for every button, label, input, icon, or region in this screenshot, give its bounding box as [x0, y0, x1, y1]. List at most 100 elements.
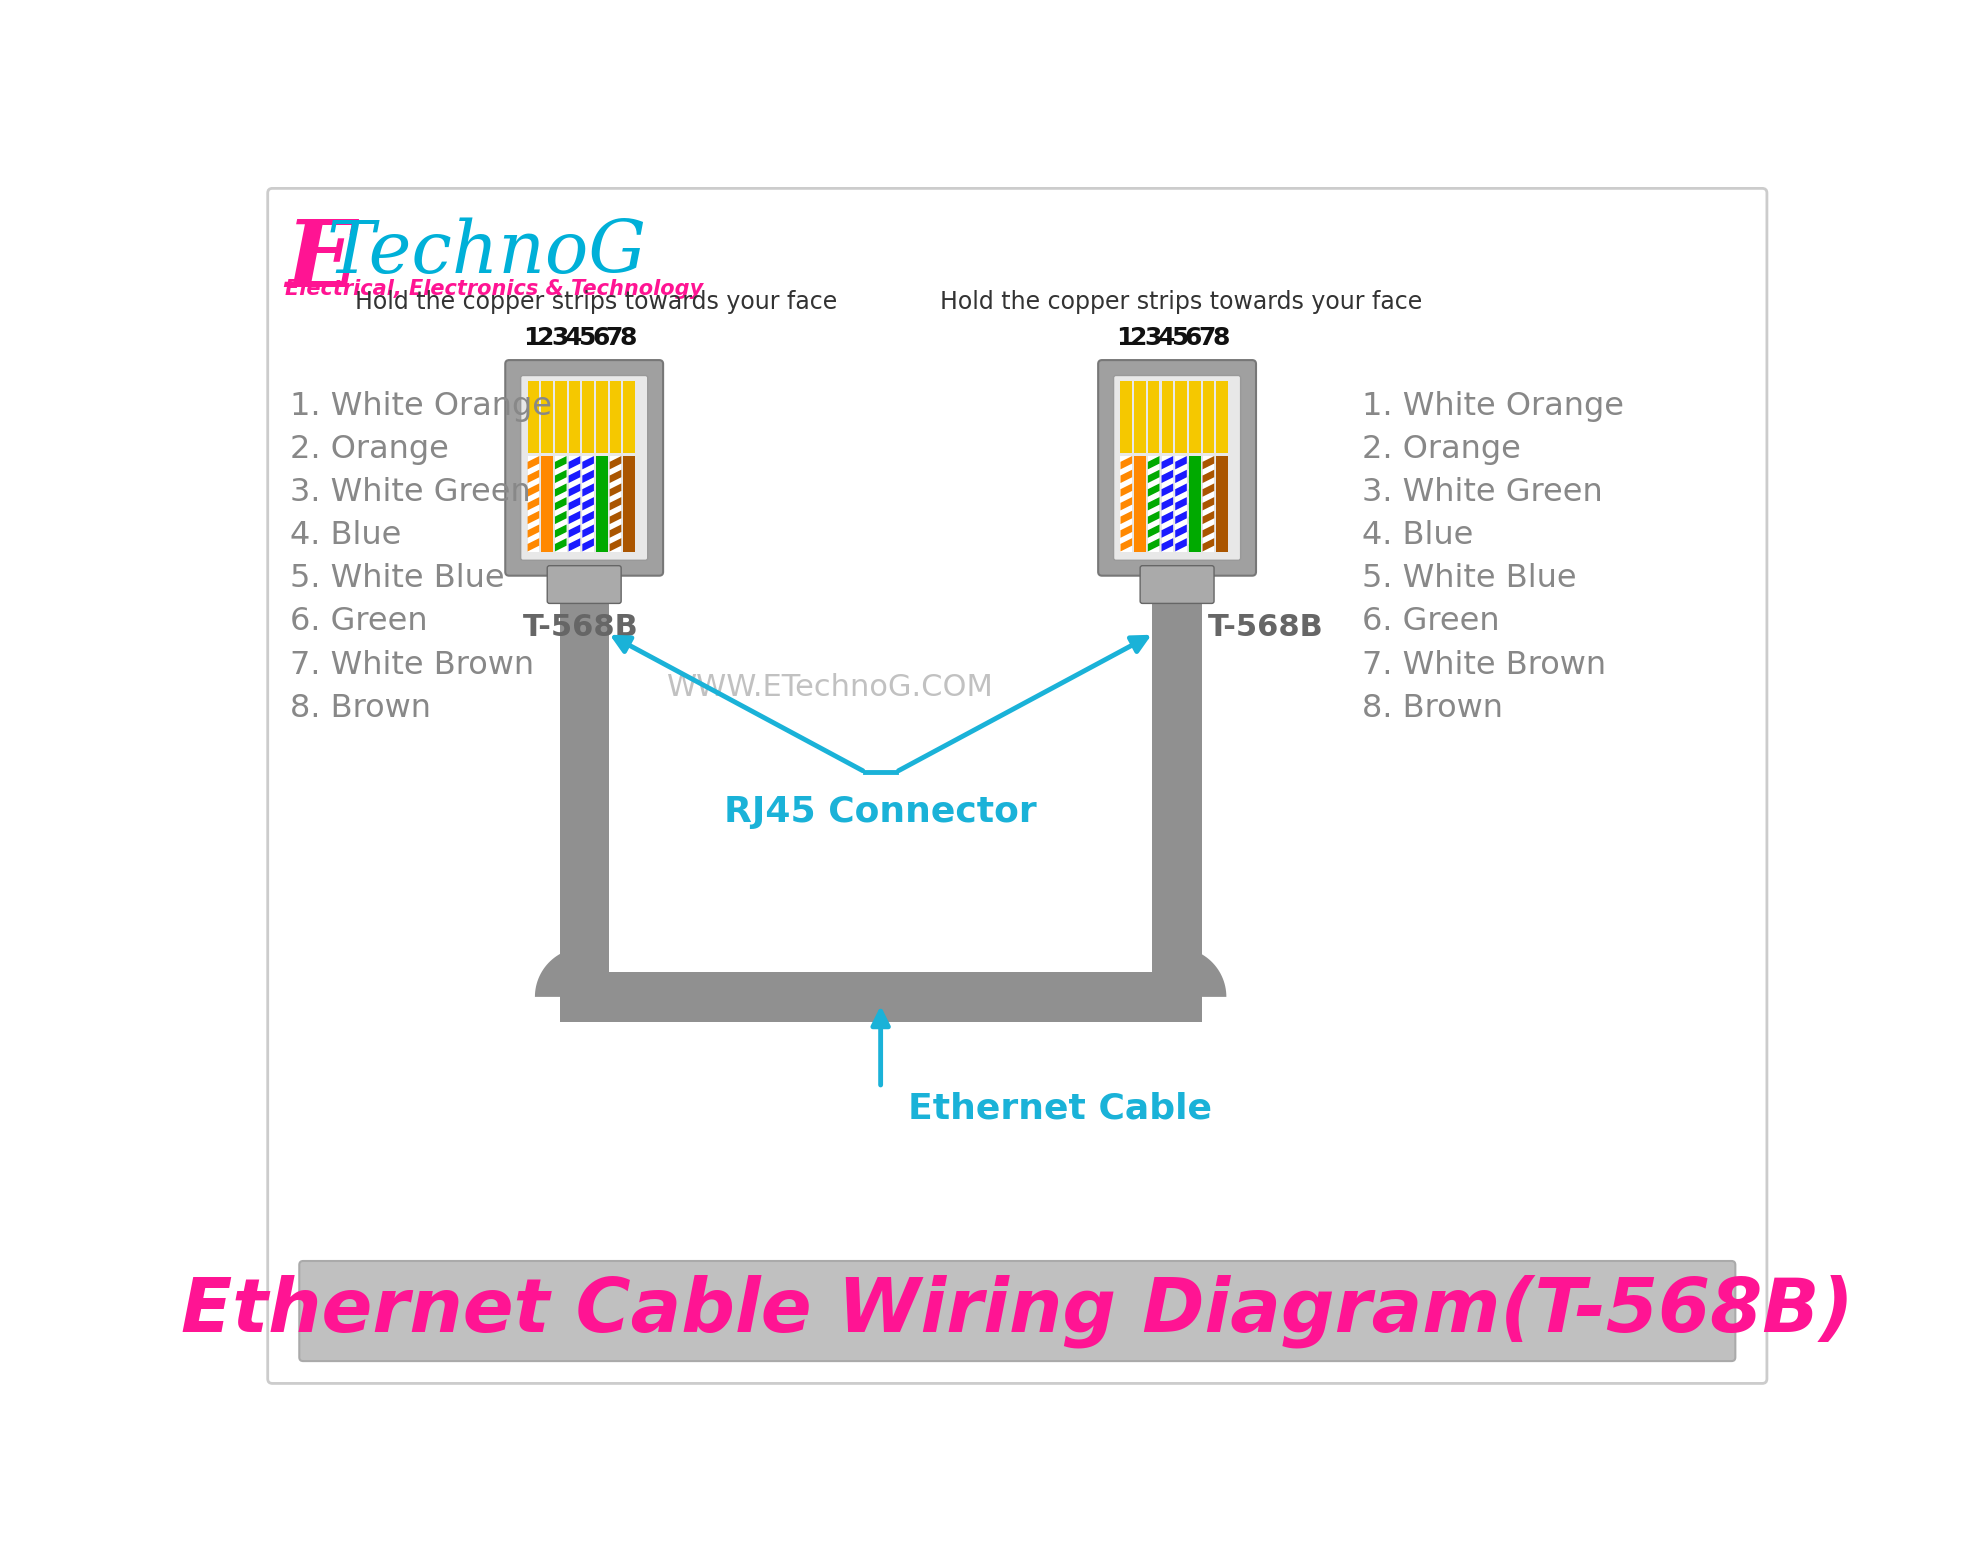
Polygon shape	[596, 470, 607, 483]
Polygon shape	[596, 525, 607, 537]
Bar	[1217, 381, 1229, 453]
Bar	[568, 381, 580, 453]
Polygon shape	[1161, 470, 1173, 483]
FancyBboxPatch shape	[1114, 375, 1241, 561]
Polygon shape	[609, 511, 621, 525]
Bar	[1133, 381, 1145, 453]
Bar	[1147, 381, 1159, 453]
Polygon shape	[1161, 539, 1173, 551]
Polygon shape	[1217, 483, 1229, 497]
Text: Hold the copper strips towards your face: Hold the copper strips towards your face	[355, 290, 838, 315]
Text: 6. Green: 6. Green	[1362, 607, 1499, 637]
Polygon shape	[1120, 456, 1131, 469]
Polygon shape	[1177, 948, 1227, 996]
Polygon shape	[556, 456, 566, 469]
Bar	[556, 381, 566, 453]
Bar	[1217, 456, 1229, 551]
Polygon shape	[1189, 483, 1201, 497]
Polygon shape	[542, 539, 554, 551]
Polygon shape	[1175, 470, 1187, 483]
Polygon shape	[1175, 525, 1187, 537]
Polygon shape	[1133, 539, 1145, 551]
Text: 8. Brown: 8. Brown	[290, 693, 431, 724]
Polygon shape	[582, 525, 594, 537]
Polygon shape	[1147, 497, 1159, 511]
Text: T-568B: T-568B	[522, 612, 639, 641]
Text: 6. Green: 6. Green	[290, 607, 427, 637]
Bar	[609, 381, 621, 453]
Polygon shape	[623, 539, 635, 551]
Polygon shape	[568, 539, 580, 551]
Polygon shape	[1217, 525, 1229, 537]
Polygon shape	[1203, 525, 1215, 537]
Polygon shape	[1217, 497, 1229, 511]
Bar	[582, 381, 594, 453]
Bar	[528, 381, 540, 453]
Polygon shape	[534, 948, 584, 996]
Bar	[542, 456, 554, 551]
Polygon shape	[1189, 497, 1201, 511]
Polygon shape	[556, 539, 566, 551]
Polygon shape	[596, 456, 607, 469]
Polygon shape	[1189, 470, 1201, 483]
Polygon shape	[1203, 539, 1215, 551]
Polygon shape	[623, 525, 635, 537]
Polygon shape	[1175, 497, 1187, 511]
Polygon shape	[568, 456, 580, 469]
Polygon shape	[623, 456, 635, 469]
Text: Ethernet Cable: Ethernet Cable	[907, 1091, 1211, 1126]
Text: 4. Blue: 4. Blue	[1362, 520, 1473, 551]
Polygon shape	[1161, 483, 1173, 497]
Bar	[596, 456, 607, 551]
Polygon shape	[596, 497, 607, 511]
Text: 2. Orange: 2. Orange	[1362, 434, 1521, 466]
Polygon shape	[1203, 456, 1215, 469]
Polygon shape	[623, 470, 635, 483]
Bar	[1147, 456, 1159, 551]
Polygon shape	[528, 511, 540, 525]
Polygon shape	[1161, 511, 1173, 525]
Polygon shape	[1161, 525, 1173, 537]
Polygon shape	[609, 456, 621, 469]
Text: 4: 4	[1157, 325, 1175, 350]
Text: 6: 6	[592, 325, 609, 350]
Text: 8: 8	[619, 325, 637, 350]
Text: 5. White Blue: 5. White Blue	[1362, 564, 1576, 595]
Polygon shape	[1203, 511, 1215, 525]
Text: 2. Orange: 2. Orange	[290, 434, 449, 466]
Polygon shape	[568, 511, 580, 525]
FancyBboxPatch shape	[520, 375, 647, 561]
Polygon shape	[1120, 483, 1131, 497]
Bar	[1153, 595, 1201, 972]
Polygon shape	[582, 483, 594, 497]
Text: 1: 1	[524, 325, 542, 350]
Polygon shape	[528, 497, 540, 511]
Bar	[596, 381, 607, 453]
Bar	[1133, 456, 1145, 551]
Polygon shape	[1217, 456, 1229, 469]
Bar	[1175, 456, 1187, 551]
Polygon shape	[1147, 470, 1159, 483]
Polygon shape	[1147, 525, 1159, 537]
Polygon shape	[623, 483, 635, 497]
Polygon shape	[1120, 525, 1131, 537]
Bar	[623, 381, 635, 453]
Bar	[542, 381, 554, 453]
Polygon shape	[1133, 456, 1145, 469]
Polygon shape	[609, 525, 621, 537]
Text: 7: 7	[1199, 325, 1217, 350]
Polygon shape	[1161, 497, 1173, 511]
Polygon shape	[1133, 525, 1145, 537]
Bar	[568, 456, 580, 551]
Polygon shape	[1217, 539, 1229, 551]
Polygon shape	[1175, 456, 1187, 469]
Bar	[582, 456, 594, 551]
Polygon shape	[623, 511, 635, 525]
Polygon shape	[1175, 539, 1187, 551]
Polygon shape	[556, 497, 566, 511]
Text: 4. Blue: 4. Blue	[290, 520, 401, 551]
Polygon shape	[596, 511, 607, 525]
Polygon shape	[582, 470, 594, 483]
Polygon shape	[1120, 511, 1131, 525]
Polygon shape	[1189, 525, 1201, 537]
